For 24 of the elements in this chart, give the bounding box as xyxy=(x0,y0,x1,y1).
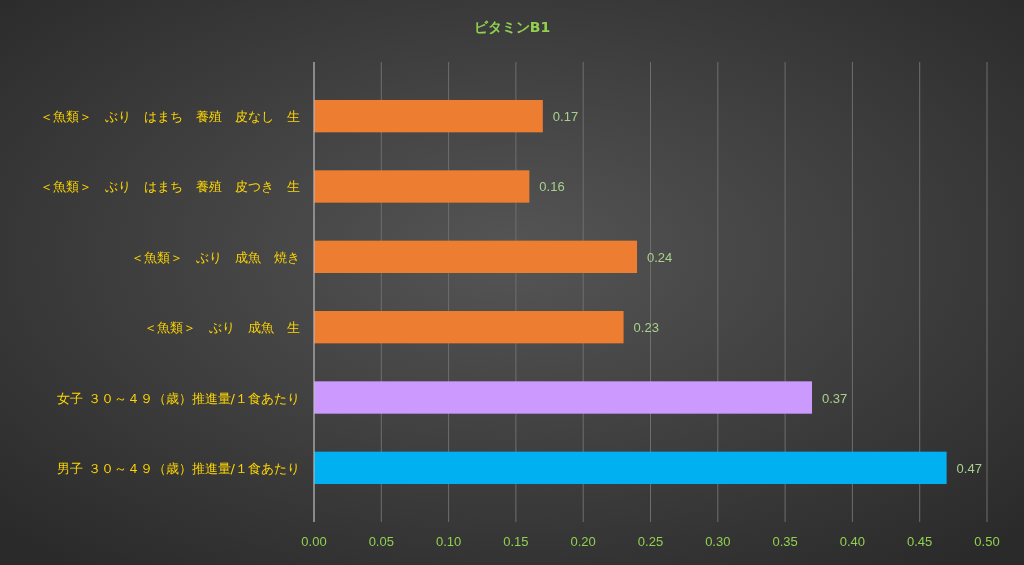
y-tick-label: ＜魚類＞ ぶり 成魚 生 xyxy=(144,320,300,336)
x-tick-label: 0.50 xyxy=(974,534,1000,549)
data-label: 0.47 xyxy=(956,460,982,476)
y-tick-label: 男子 ３０～４９（歳）推進量/１食あたり xyxy=(57,460,300,476)
x-tick-label: 0.05 xyxy=(368,534,394,549)
y-tick-label: ＜魚類＞ ぶり はまち 養殖 皮なし 生 xyxy=(40,109,300,125)
data-label: 0.23 xyxy=(633,320,659,336)
x-tick-label: 0.30 xyxy=(705,534,731,549)
data-label: 0.17 xyxy=(552,109,579,125)
y-tick-label: 女子 ３０～４９（歳）推進量/１食あたり xyxy=(57,390,300,406)
x-tick-label: 0.40 xyxy=(839,534,866,549)
x-tick-label: 0.45 xyxy=(907,534,933,549)
x-tick-label: 0.35 xyxy=(772,534,798,549)
data-label: 0.37 xyxy=(822,390,848,406)
x-tick-label: 0.10 xyxy=(435,534,462,549)
x-tick-label: 0.20 xyxy=(570,534,596,549)
y-tick-label: ＜魚類＞ ぶり 成魚 焼き xyxy=(131,249,300,265)
x-tick-label: 0.00 xyxy=(301,534,327,549)
x-tick-label: 0.25 xyxy=(637,534,664,549)
x-tick-label: 0.15 xyxy=(503,534,529,549)
data-label: 0.16 xyxy=(539,179,565,195)
chart-title: ビタミンB1 xyxy=(473,19,551,35)
y-tick-label: ＜魚類＞ ぶり はまち 養殖 皮つき 生 xyxy=(40,179,300,195)
data-label: 0.24 xyxy=(647,249,673,265)
